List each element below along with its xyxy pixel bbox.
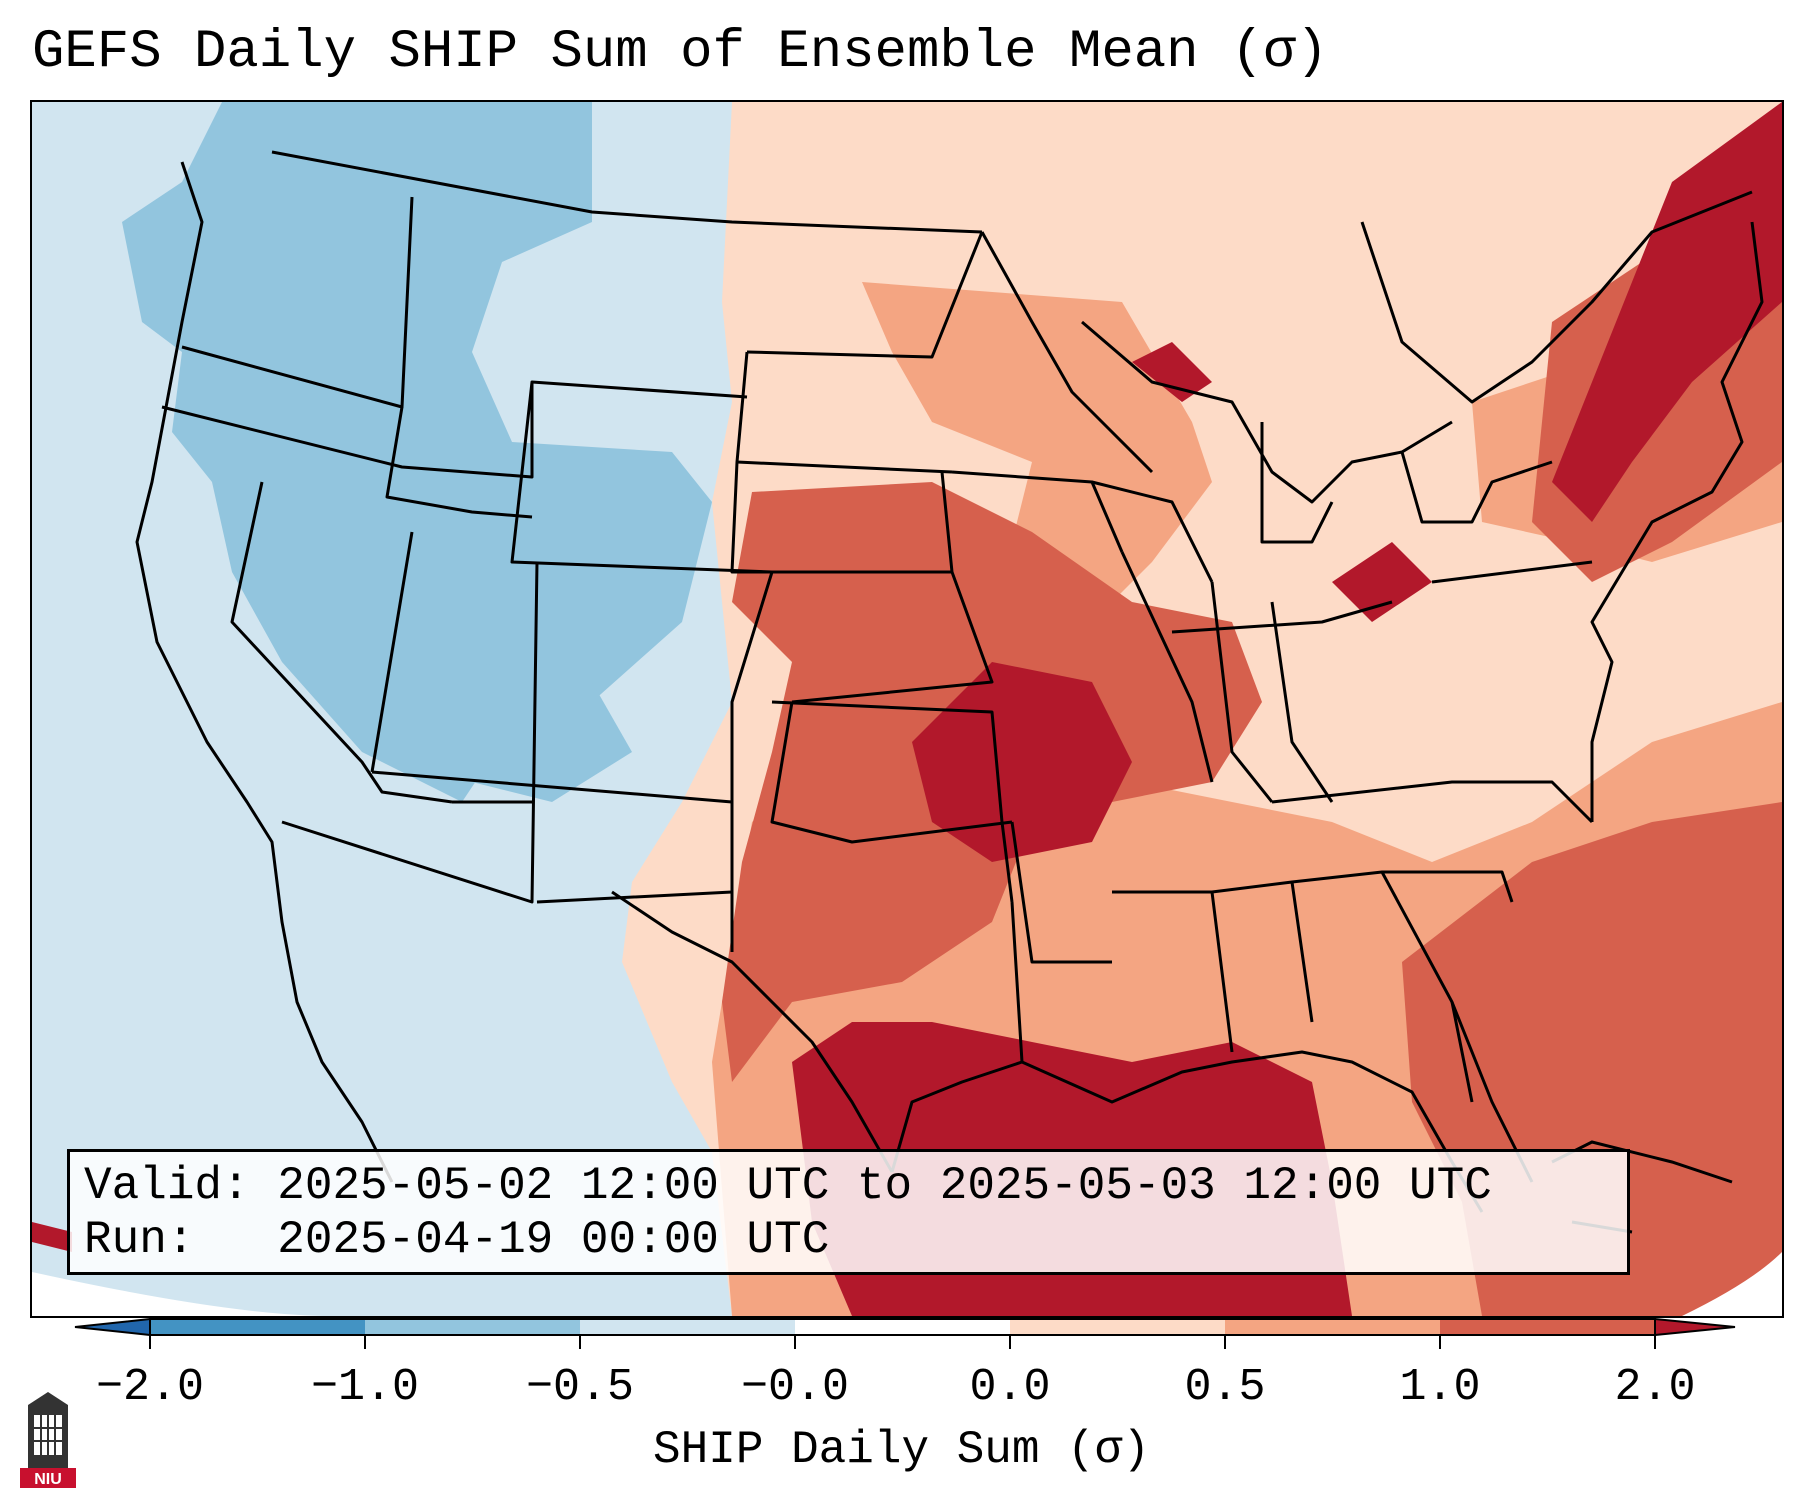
colorbar-tick-label: −0.5 bbox=[525, 1362, 635, 1413]
niu-logo-icon: NIU bbox=[20, 1392, 76, 1488]
colorbar-bin-6 bbox=[1225, 1319, 1440, 1335]
colorbar-tick-label: 2.0 bbox=[1614, 1362, 1696, 1413]
colorbar-tick-label: 0.0 bbox=[969, 1362, 1051, 1413]
colorbar-tick-label: −2.0 bbox=[95, 1362, 205, 1413]
valid-time-box: Valid: 2025-05-02 12:00 UTC to 2025-05-0… bbox=[67, 1149, 1630, 1275]
colorbar-tick-marks bbox=[149, 1335, 1656, 1349]
colorbar-over-arrow bbox=[1654, 1317, 1736, 1337]
colorbar-bin-1 bbox=[150, 1319, 365, 1335]
ship-map bbox=[30, 100, 1784, 1318]
colorbar-tick-label: −1.0 bbox=[310, 1362, 420, 1413]
colorbar-bin-2 bbox=[365, 1319, 580, 1335]
colorbar-outline bbox=[149, 1318, 1656, 1336]
colorbar-bin-4 bbox=[795, 1319, 1010, 1335]
colorbar-tick-label: 0.5 bbox=[1184, 1362, 1266, 1413]
colorbar-bin-5 bbox=[1010, 1319, 1225, 1335]
colorbar-tick-label: 1.0 bbox=[1399, 1362, 1481, 1413]
map-title: GEFS Daily SHIP Sum of Ensemble Mean (σ) bbox=[32, 22, 1329, 83]
colorbar-tick-label: −0.0 bbox=[740, 1362, 850, 1413]
logo-text: NIU bbox=[34, 1471, 62, 1488]
valid-line: Valid: 2025-05-02 12:00 UTC to 2025-05-0… bbox=[84, 1160, 1492, 1212]
colorbar-bin-3 bbox=[580, 1319, 795, 1335]
colorbar-label: SHIP Daily Sum (σ) bbox=[653, 1424, 1150, 1476]
projection-edge-bottom-right bbox=[1682, 1252, 1782, 1316]
colorbar-under-arrow bbox=[74, 1317, 151, 1337]
colorbar bbox=[74, 1317, 1736, 1349]
projection-edge-bottom-left bbox=[32, 1272, 332, 1316]
negative-anomaly-regions bbox=[122, 102, 712, 802]
colorbar-bin-7 bbox=[1440, 1319, 1655, 1335]
run-line: Run: 2025-04-19 00:00 UTC bbox=[84, 1214, 830, 1266]
